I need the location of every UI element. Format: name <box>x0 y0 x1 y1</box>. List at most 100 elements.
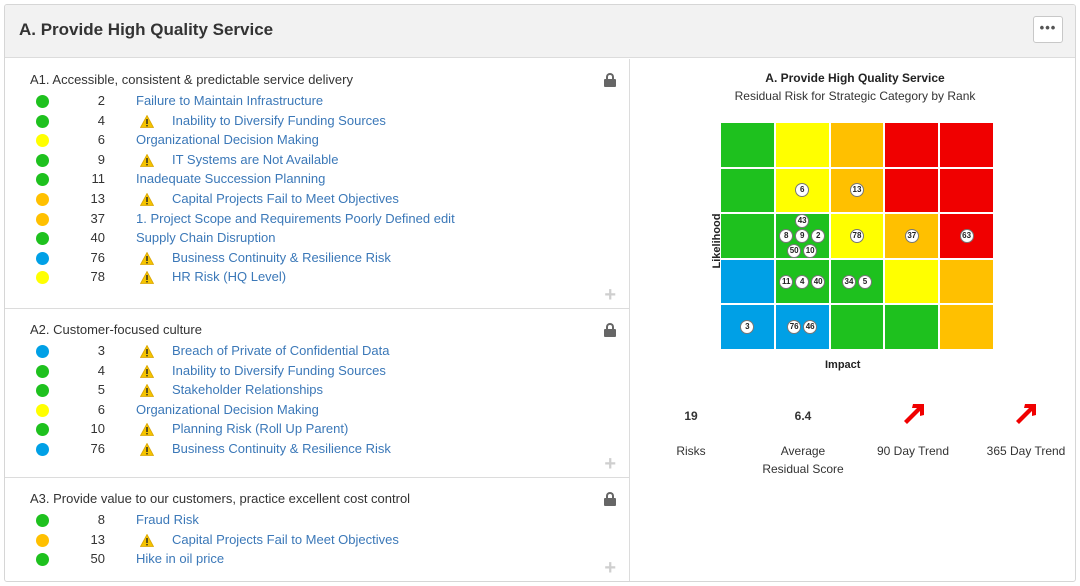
risk-link[interactable]: Inability to Diversify Funding Sources <box>172 112 386 128</box>
risk-rank: 3 <box>97 343 105 358</box>
risks-count: 19 <box>684 409 698 423</box>
risk-point[interactable]: 46 <box>803 320 818 335</box>
warning-icon <box>139 423 155 437</box>
add-risk-button[interactable]: + <box>604 453 616 475</box>
status-dot <box>36 364 49 378</box>
risk-rank: 6 <box>97 401 105 417</box>
risk-link[interactable]: Hike in oil price <box>136 551 225 567</box>
objective-section-a3: A3. Provide value to our customers, prac… <box>5 478 630 581</box>
risk-row: 9 IT Systems are Not Available <box>5 151 605 170</box>
risk-point[interactable]: 13 <box>850 183 864 198</box>
risk-point[interactable]: 78 <box>850 229 864 243</box>
section-title: A1. Accessible, consistent & predictable… <box>30 72 353 87</box>
risk-link[interactable]: 1. Project Scope and Requirements Poorly… <box>136 210 455 226</box>
x-axis-label: Impact <box>825 359 861 371</box>
risk-row: 6 Organizational Decision Making <box>5 131 605 150</box>
warning-icon <box>139 442 155 456</box>
risk-link[interactable]: Failure to Maintain Infrastructure <box>136 93 324 108</box>
status-dot <box>36 345 49 358</box>
risk-rank: 8 <box>97 512 105 527</box>
status-dot <box>36 403 49 417</box>
risk-link[interactable]: IT Systems are Not Available <box>172 151 339 167</box>
risk-point[interactable]: 37 <box>904 229 919 243</box>
risk-point[interactable]: 5 <box>858 274 872 289</box>
status-dot <box>36 212 49 226</box>
risk-row: 2 Failure to Maintain Infrastructure <box>5 92 605 111</box>
risk-point[interactable]: 6 <box>795 183 810 198</box>
warning-icon <box>139 533 155 547</box>
status-dot <box>36 271 49 285</box>
risk-link[interactable]: Capital Projects Fail to Meet Objectives <box>172 191 399 206</box>
risk-link[interactable]: Inadequate Succession Planning <box>136 171 326 187</box>
add-risk-button[interactable]: + <box>604 284 616 306</box>
lock-icon <box>604 323 616 337</box>
risk-point[interactable]: 2 <box>811 229 826 243</box>
heatmap-cell <box>884 122 940 168</box>
risk-link[interactable]: Business Continuity & Resilience Risk <box>172 441 391 456</box>
risk-link[interactable]: Planning Risk (Roll Up Parent) <box>172 421 349 437</box>
heatmap-cell <box>939 304 994 350</box>
risk-point[interactable]: 76 <box>787 320 802 335</box>
risk-point[interactable]: 4 <box>795 274 810 289</box>
average-label-line2: Residual Score <box>762 462 844 476</box>
risk-link[interactable]: Stakeholder Relationships <box>172 382 324 398</box>
risk-rank: 40 <box>90 230 105 246</box>
status-dot <box>36 533 49 547</box>
risk-link[interactable]: Organizational Decision Making <box>136 401 319 417</box>
risk-link[interactable]: Fraud Risk <box>136 512 199 527</box>
risk-point[interactable]: 10 <box>803 244 818 258</box>
risk-point[interactable]: 34 <box>842 274 856 289</box>
risk-link[interactable]: Capital Projects Fail to Meet Objectives <box>172 531 399 547</box>
heatmap-cell <box>939 167 994 214</box>
status-dot <box>36 384 49 398</box>
risk-point[interactable]: 3 <box>740 320 755 335</box>
risk-row: 4 Inability to Diversify Funding Sources <box>5 112 605 131</box>
risk-rank: 37 <box>90 210 105 226</box>
risk-row: 40 Supply Chain Disruption <box>5 229 605 248</box>
status-dot <box>36 153 49 167</box>
risk-point[interactable]: 63 <box>959 229 974 243</box>
risk-row: 3 Breach of Private of Confidential Data <box>5 342 605 361</box>
risk-point[interactable]: 43 <box>795 214 810 228</box>
risk-link[interactable]: Inability to Diversify Funding Sources <box>172 362 386 378</box>
risk-link[interactable]: HR Risk (HQ Level) <box>172 269 287 285</box>
risk-point[interactable]: 50 <box>787 244 802 258</box>
heatmap-cell <box>884 304 940 350</box>
heatmap-cell <box>884 258 940 305</box>
status-dot <box>36 251 49 265</box>
risk-rank: 13 <box>90 531 105 547</box>
heatmap-cell <box>829 167 885 214</box>
risk-heatmap: 6 13 43 8 9 2 50 10 78 37 63 11 4 40 34 5 3 76 46 <box>720 122 994 350</box>
risk-link[interactable]: Business Continuity & Resilience Risk <box>172 249 391 265</box>
panel-title: A. Provide High Quality Service <box>19 20 274 39</box>
warning-icon <box>139 344 155 358</box>
trend-365-label: 365 Day Trend <box>986 444 1066 458</box>
risk-link[interactable]: Organizational Decision Making <box>136 132 319 148</box>
risks-label: Risks <box>676 444 706 458</box>
risk-point[interactable]: 11 <box>779 274 794 289</box>
warning-icon <box>139 364 155 378</box>
risk-point[interactable]: 40 <box>811 274 826 289</box>
status-dot <box>36 134 49 148</box>
more-options-button[interactable]: ••• <box>1033 16 1063 43</box>
y-axis-label: Likelihood <box>711 213 723 269</box>
add-risk-button[interactable]: + <box>604 557 616 579</box>
trend-up-arrow-icon <box>1016 404 1036 424</box>
risk-row: 11 Inadequate Succession Planning <box>5 170 605 189</box>
heatmap-cell <box>774 122 830 168</box>
risk-link[interactable]: Supply Chain Disruption <box>136 230 276 246</box>
lock-icon <box>604 73 616 87</box>
chart-title: A. Provide High Quality Service <box>765 71 945 85</box>
heatmap-cell <box>829 258 885 305</box>
panel-header: A. Provide High Quality Service ••• <box>5 5 1075 58</box>
risk-link[interactable]: Breach of Private of Confidential Data <box>172 343 390 358</box>
warning-icon <box>139 114 155 128</box>
objective-section-a2: A2. Customer-focused culture 3 Breach of P… <box>5 309 630 478</box>
risk-rank: 4 <box>97 362 105 378</box>
risk-row: 6 Organizational Decision Making <box>5 401 605 420</box>
risk-point[interactable]: 8 <box>779 229 794 243</box>
risk-point[interactable]: 9 <box>795 229 810 243</box>
risk-row: 50 Hike in oil price <box>5 550 605 569</box>
risk-row: 13 Capital Projects Fail to Meet Objectiv… <box>5 531 605 550</box>
risk-rank: 10 <box>90 421 105 437</box>
